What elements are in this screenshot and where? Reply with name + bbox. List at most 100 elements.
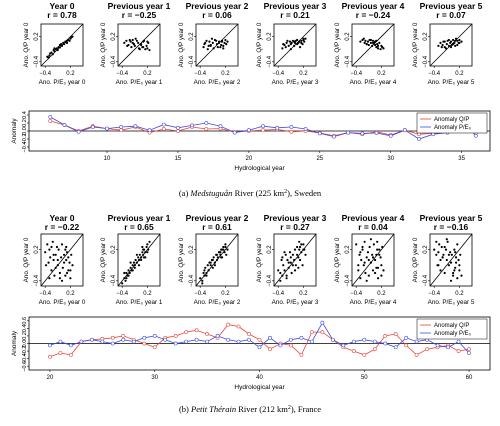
scatter-frame (273, 23, 317, 67)
scatter-point (132, 261, 136, 264)
scatter-xlabel: Ano. P/E₀ year 3 (272, 79, 319, 86)
scatter-point (52, 253, 55, 256)
series-point (456, 339, 461, 344)
series-point (152, 334, 157, 338)
y-tick-label: −0.4 (34, 55, 40, 68)
series-point (289, 337, 293, 342)
y-tick-label: 0.2 (267, 32, 273, 41)
series-point (173, 341, 178, 346)
scatter-point (125, 277, 128, 280)
series-point (142, 335, 147, 340)
y-tick-label: 0.2 (345, 32, 351, 41)
series-point (218, 124, 223, 129)
scatter-point (61, 266, 64, 269)
scatter-point (223, 251, 226, 254)
scatter-panel: Year 0r = −0.22 −0.4 0.2 −0.4 0.2 Ano. P/E₀ y… (23, 213, 86, 306)
series-point (247, 337, 251, 342)
series-point (275, 125, 280, 130)
scatter-xlabel: Ano. P/E₀ year 2 (194, 299, 241, 306)
scatter-point (452, 43, 455, 46)
scatter-point (288, 40, 292, 43)
scatter-point (277, 269, 280, 272)
scatter-point (380, 264, 383, 267)
scatter-point (140, 256, 143, 259)
scatter-point (447, 38, 450, 42)
caption-part: Petit Thérain (190, 404, 236, 414)
scatter-point (56, 48, 59, 52)
scatter-ylabel: Ano. Q/P year 0 (256, 237, 263, 282)
scatter-point (302, 243, 305, 246)
scatter-point (296, 245, 299, 249)
scatter-point (148, 240, 151, 243)
scatter-point (131, 38, 134, 42)
scatter-point (437, 44, 440, 47)
scatter-point (146, 40, 149, 43)
scatter-point (365, 43, 368, 46)
one-to-one-line (351, 23, 395, 67)
scatter-xlabel: Ano. P/E₀ year 5 (428, 79, 475, 86)
legend-box (416, 112, 488, 134)
scatter-panel: Year 0r = 0.78 −0.4 0.2 −0.4 0.2 Ano. P/E₀ ye… (23, 1, 86, 86)
scatter-point (218, 41, 221, 45)
scatter-frame (351, 23, 395, 67)
scatter-panel: Previous year 3r = 0.21 −0.4 0.2 −0.4 0.2 Ano… (256, 1, 327, 86)
caption-part: (a) (179, 188, 191, 198)
scatter-point (146, 47, 149, 50)
scatter-point (359, 251, 362, 254)
y-tick-label: 0.4 (22, 325, 28, 333)
scatter-point (452, 274, 455, 277)
scatter-point (201, 279, 204, 282)
scatter-point (367, 258, 370, 262)
y-tick-label: −0.4 (423, 274, 429, 287)
scatter-point (209, 261, 212, 264)
scatter-ylabel: Ano. Q/P year 0 (178, 22, 185, 67)
series-point (62, 123, 67, 127)
scatter-point (203, 269, 206, 272)
scatter-point (226, 248, 229, 251)
scatter-point (285, 274, 288, 277)
series-point (79, 339, 84, 344)
scatter-point (449, 279, 453, 282)
scatter-point (144, 48, 147, 51)
scatter-point (56, 258, 59, 262)
scatter-point (453, 248, 456, 251)
series-point (48, 343, 52, 348)
y-tick-label: 0.4 (22, 111, 28, 119)
scatter-point (63, 253, 66, 256)
scatter-ylabel: Ano. Q/P year 0 (334, 22, 341, 67)
scatter-point (360, 258, 363, 262)
scatter-point (456, 39, 459, 42)
scatter-frame (117, 233, 161, 287)
series-point (176, 129, 180, 133)
scatter-point (298, 248, 301, 251)
scatter-point (371, 44, 374, 47)
scatter-point (144, 251, 147, 254)
scatter-point (213, 264, 216, 267)
scatter-point (374, 43, 377, 47)
scatter-r-value: r = −0.16 (434, 222, 469, 232)
scatter-point (51, 240, 54, 243)
scatter-point (281, 274, 284, 277)
y-tick-label: −0.4 (267, 274, 273, 287)
scatter-point (376, 248, 379, 251)
scatter-frame (117, 23, 161, 67)
scatter-point (298, 240, 301, 243)
series-point (289, 129, 294, 134)
series-point (100, 339, 105, 344)
legend-box (416, 318, 488, 340)
scatter-point (44, 264, 48, 267)
scatter-point (201, 282, 204, 285)
panel-a: Year 0r = 0.78 −0.4 0.2 −0.4 0.2 Ano. P/E₀ ye… (11, 1, 491, 198)
scatter-panel: Previous year 2r = 0.06 −0.4 0.2 −0.4 0.2 Ano… (178, 1, 249, 86)
scatter-ylabel: Ano. Q/P year 0 (178, 237, 185, 282)
series-point (425, 347, 430, 352)
scatter-xlabel: Ano. P/E₀ year 0 (39, 79, 86, 86)
scatter-point (293, 269, 297, 272)
scatter-point (58, 271, 62, 275)
timeseries-ylabel: Anomaly (11, 118, 18, 144)
scatter-point (135, 261, 138, 264)
x-tick-label: −0.4 (116, 291, 129, 297)
scatter-title: Previous year 1 (108, 1, 171, 11)
scatter-point (279, 271, 282, 275)
scatter-point (224, 243, 227, 246)
